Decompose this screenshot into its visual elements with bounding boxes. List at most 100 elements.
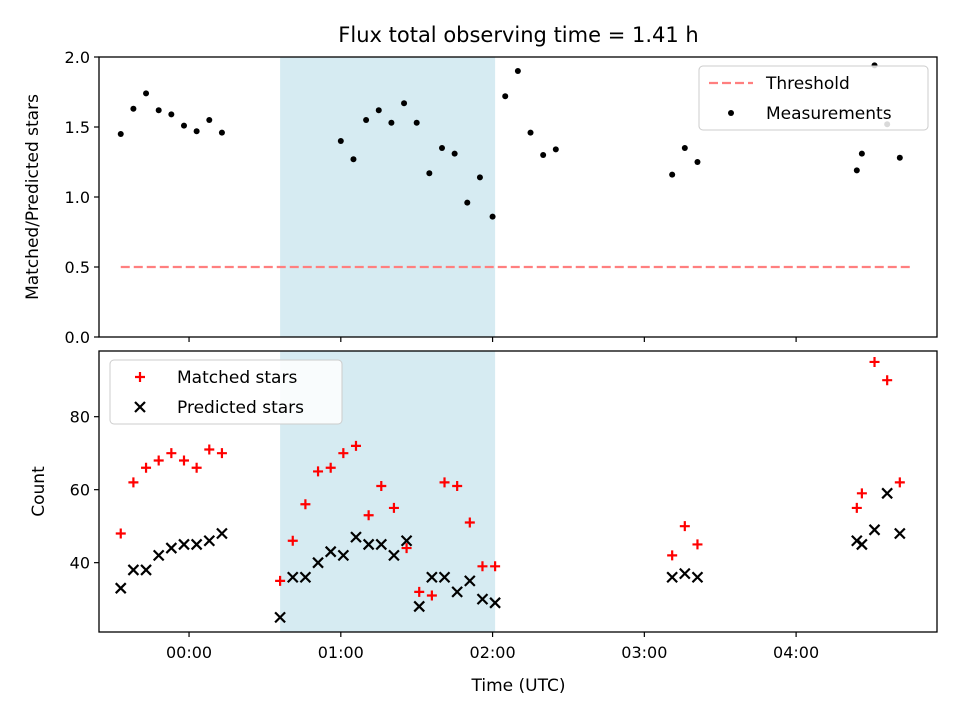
- y-tick-label: 80: [70, 408, 90, 427]
- predicted-star-point: [216, 527, 228, 540]
- predicted-star-point: [666, 571, 678, 584]
- measurement-point: [476, 174, 483, 181]
- matched-star-point: [464, 517, 475, 528]
- legend: Threshold Measurements: [698, 65, 929, 131]
- chart-title: Flux total observing time = 1.41 h: [338, 23, 698, 47]
- matched-star-point: [851, 502, 862, 513]
- measurement-point: [218, 129, 225, 136]
- predicted-star-point: [140, 564, 152, 576]
- measurement-point: [401, 100, 408, 107]
- y-tick-label: 0.0: [65, 328, 90, 347]
- matched-star-point: [300, 499, 311, 510]
- matched-star-point: [313, 466, 324, 477]
- measurement-point: [540, 152, 547, 158]
- y-axis-label: Count: [29, 466, 49, 517]
- measurement-point: [694, 159, 701, 165]
- predicted-star-point: [868, 524, 881, 536]
- matched-star-point: [191, 462, 202, 473]
- measurement-point: [337, 138, 344, 144]
- legend-box: [698, 65, 929, 131]
- predicted-star-point: [489, 597, 501, 609]
- measurement-point: [853, 167, 860, 174]
- measurement-point: [669, 171, 676, 178]
- predicted-star-point: [165, 542, 178, 554]
- legend-label: Threshold: [765, 74, 850, 94]
- measurement-point: [413, 119, 420, 126]
- y-tick-label: 60: [70, 481, 90, 500]
- legend-label: Matched stars: [177, 368, 297, 388]
- measurement-point: [514, 68, 521, 74]
- matched-star-point: [894, 477, 905, 488]
- predicted-star-point: [286, 571, 299, 584]
- matched-star-point: [350, 440, 361, 451]
- predicted-star-point: [413, 600, 426, 613]
- predicted-star-point: [114, 582, 127, 594]
- matched-star-point: [178, 455, 189, 466]
- measurement-point: [451, 150, 458, 157]
- predicted-star-point: [324, 545, 337, 558]
- matched-star-point: [153, 455, 164, 466]
- predicted-star-point: [350, 531, 362, 543]
- measurement-point: [155, 107, 162, 114]
- measurement-point: [438, 145, 445, 151]
- predicted-star-point: [152, 549, 165, 562]
- matched-star-point: [414, 586, 425, 597]
- measurement-point: [193, 128, 200, 135]
- measurement-point: [552, 146, 559, 153]
- matched-star-point: [667, 550, 678, 561]
- x-tick-label: 04:00: [773, 643, 819, 662]
- matched-star-point: [166, 448, 177, 459]
- y-tick-label: 1.0: [65, 188, 90, 207]
- legend-matched-swatch: [135, 372, 145, 382]
- measurement-point: [502, 93, 509, 100]
- legend-measurement-swatch: [728, 110, 734, 116]
- legend-label: Measurements: [766, 104, 892, 124]
- predicted-star-point: [856, 538, 868, 551]
- predicted-star-point: [178, 538, 190, 551]
- matched-star-point: [338, 448, 349, 459]
- matched-star-point: [439, 477, 450, 488]
- predicted-star-point: [299, 571, 312, 584]
- legend-label: Predicted stars: [177, 398, 304, 418]
- predicted-star-point: [438, 571, 451, 584]
- matched-star-point: [115, 528, 126, 539]
- matched-star-point: [401, 543, 412, 554]
- matched-star-point: [869, 356, 880, 367]
- measurement-point: [489, 213, 496, 220]
- matched-star-point: [490, 561, 501, 572]
- y-tick-label: 0.5: [65, 258, 90, 277]
- matched-star-point: [204, 444, 215, 455]
- bottom-panel: 40 60 80 00:00 01:00 02:00 03:00 04:00 Count Matc…: [29, 350, 938, 662]
- measurement-point: [527, 129, 534, 136]
- matched-star-point: [679, 521, 690, 532]
- y-axis-label: Matched/Predicted stars: [23, 94, 43, 300]
- measurement-point: [896, 154, 903, 161]
- predicted-star-point: [451, 586, 463, 598]
- measurement-point: [388, 119, 395, 126]
- measurement-point: [350, 156, 357, 163]
- predicted-star-point: [337, 549, 350, 562]
- matched-star-point: [692, 539, 703, 550]
- matched-star-point: [141, 462, 152, 473]
- matched-star-point: [882, 375, 893, 386]
- measurement-point: [375, 107, 382, 114]
- matched-star-point: [376, 481, 387, 492]
- measurement-point: [858, 150, 865, 157]
- shaded-interval: [280, 57, 496, 337]
- predicted-star-point: [679, 567, 691, 580]
- measurement-point: [206, 117, 213, 123]
- measurement-point: [180, 122, 187, 129]
- matched-star-point: [452, 481, 463, 492]
- matched-star-point: [216, 448, 227, 459]
- measurement-point: [143, 90, 150, 97]
- measurement-point: [363, 117, 370, 123]
- matched-star-point: [477, 561, 488, 572]
- matched-star-point: [287, 535, 298, 546]
- top-panel: 0.0 0.5 1.0 1.5 2.0 Matched/Predicted stars Th…: [23, 48, 938, 347]
- matched-star-point: [363, 510, 374, 521]
- y-tick-label: 2.0: [65, 48, 90, 67]
- predicted-star-point: [691, 571, 704, 584]
- axes-frame: [98, 350, 938, 633]
- x-axis-label: Time (UTC): [471, 676, 566, 696]
- measurement-point: [168, 111, 175, 118]
